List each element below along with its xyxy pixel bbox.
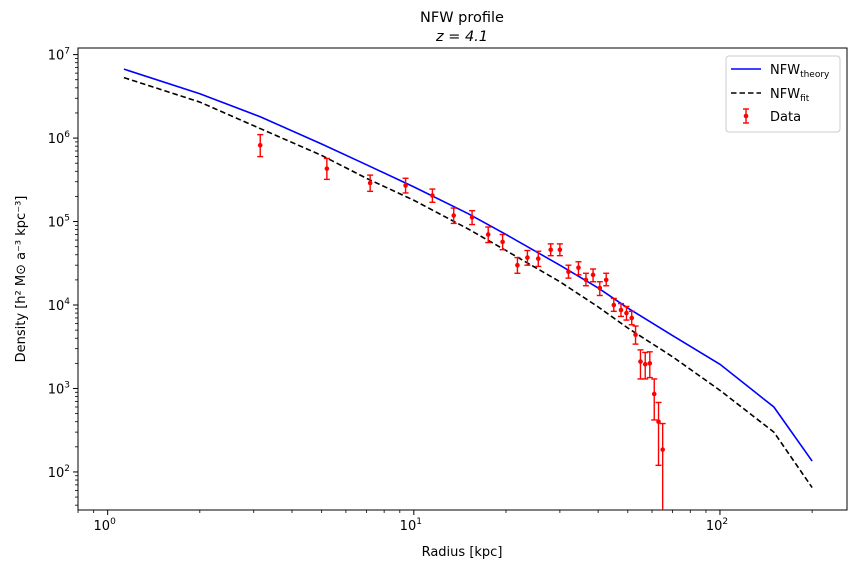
data-marker bbox=[633, 332, 638, 338]
data-point bbox=[469, 209, 476, 226]
data-marker bbox=[535, 256, 541, 261]
data-point bbox=[646, 351, 653, 379]
data-marker bbox=[500, 239, 505, 245]
axes: 100 101 102 102 103 104 105 106 107 bbox=[48, 47, 813, 534]
y-tick-label: 106 bbox=[48, 130, 71, 147]
data-marker bbox=[257, 142, 263, 148]
y-tick-label: 107 bbox=[48, 47, 70, 64]
data-point bbox=[402, 177, 409, 194]
data-marker bbox=[566, 269, 571, 275]
data-point bbox=[556, 243, 563, 257]
plot-area bbox=[123, 68, 813, 510]
data-marker bbox=[624, 310, 629, 316]
chart-subtitle: z = 4.1 bbox=[435, 29, 488, 45]
data-marker bbox=[324, 166, 330, 171]
data-point bbox=[610, 297, 617, 313]
y-axis-label: Density [h² M⊙ a⁻³ kpc⁻³] bbox=[14, 196, 29, 363]
data-point bbox=[590, 268, 597, 283]
legend-box bbox=[725, 55, 841, 133]
data-point bbox=[565, 264, 572, 279]
data-marker bbox=[638, 359, 643, 364]
data-marker bbox=[629, 315, 635, 321]
data-marker bbox=[618, 307, 624, 313]
legend-fit-label: NFWfit bbox=[770, 87, 810, 104]
data-marker bbox=[525, 255, 530, 260]
data-marker bbox=[651, 391, 657, 397]
data-marker bbox=[485, 232, 491, 237]
data-marker bbox=[656, 419, 661, 424]
data-marker bbox=[403, 183, 408, 188]
data-point bbox=[429, 188, 436, 204]
data-point bbox=[596, 281, 603, 297]
x-tick-label: 102 bbox=[706, 517, 728, 534]
data-point bbox=[651, 378, 658, 421]
x-axis-label: Radius [kpc] bbox=[422, 545, 503, 560]
data-point bbox=[659, 422, 666, 510]
data-point bbox=[257, 133, 264, 158]
y-tick-label: 102 bbox=[48, 464, 70, 481]
data-marker bbox=[647, 361, 653, 366]
legend-data-label: Data bbox=[770, 110, 801, 125]
y-tick-label: 104 bbox=[48, 297, 71, 314]
data-marker bbox=[660, 447, 665, 452]
data-point bbox=[575, 261, 582, 276]
data-point bbox=[655, 401, 662, 467]
data-point bbox=[367, 174, 374, 193]
data-marker bbox=[597, 285, 603, 291]
data-point bbox=[632, 325, 639, 345]
data-point bbox=[628, 310, 635, 326]
data-marker bbox=[557, 247, 563, 252]
data-marker bbox=[603, 277, 609, 283]
data-point bbox=[450, 207, 457, 225]
series-line-nfw-theory bbox=[123, 68, 813, 462]
data-point bbox=[617, 302, 624, 318]
data-marker bbox=[576, 265, 581, 270]
data-marker bbox=[548, 247, 554, 252]
data-marker bbox=[451, 213, 457, 218]
data-point bbox=[582, 272, 589, 287]
data-point bbox=[535, 250, 542, 268]
legend: NFWtheory NFWfit Data bbox=[725, 55, 841, 133]
legend-theory-label: NFWtheory bbox=[770, 63, 830, 80]
data-marker bbox=[642, 361, 648, 367]
data-point bbox=[603, 272, 610, 287]
data-point bbox=[499, 233, 506, 251]
x-tick-label: 101 bbox=[400, 517, 422, 534]
data-marker bbox=[469, 215, 475, 220]
data-marker bbox=[515, 262, 520, 268]
data-point bbox=[637, 349, 644, 380]
x-tick-label: 100 bbox=[94, 517, 117, 534]
data-point bbox=[514, 256, 521, 274]
data-point bbox=[323, 157, 330, 181]
data-point bbox=[485, 226, 492, 244]
data-point bbox=[547, 243, 554, 257]
series-line-nfw-fit bbox=[123, 76, 813, 489]
data-point bbox=[623, 305, 630, 321]
data-marker bbox=[367, 180, 373, 186]
legend-data-marker bbox=[743, 108, 749, 124]
data-marker bbox=[583, 277, 589, 283]
data-point bbox=[524, 249, 531, 266]
data-point bbox=[642, 351, 649, 380]
y-tick-label: 103 bbox=[48, 380, 70, 397]
data-marker bbox=[590, 272, 596, 278]
plot-frame bbox=[77, 47, 848, 511]
chart-title: NFW profile bbox=[420, 10, 504, 26]
y-tick-label: 105 bbox=[48, 214, 70, 231]
data-marker bbox=[611, 302, 617, 308]
data-marker bbox=[430, 193, 435, 198]
